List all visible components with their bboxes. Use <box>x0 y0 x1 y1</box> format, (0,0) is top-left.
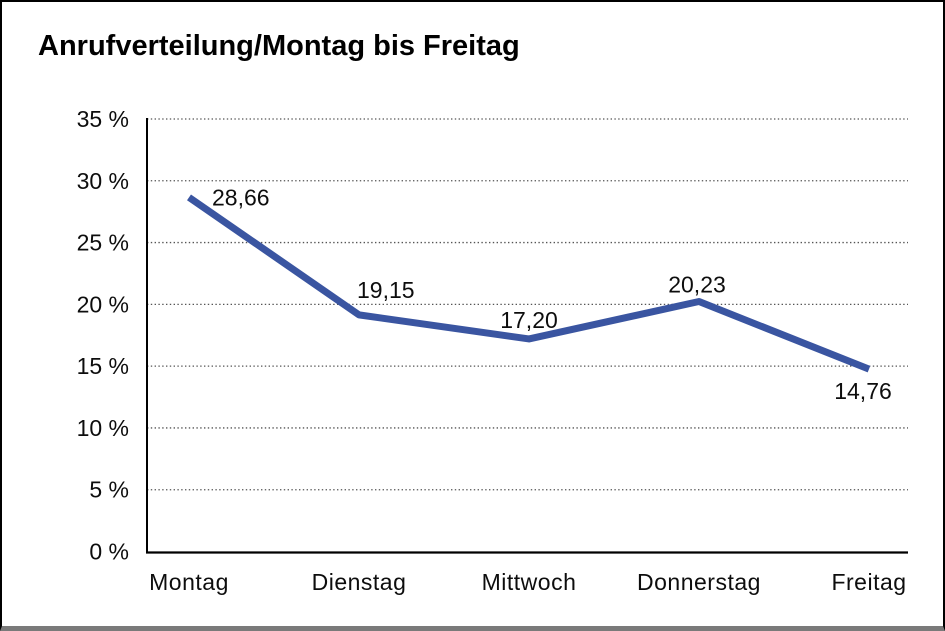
y-tick-label: 35 % <box>77 106 129 132</box>
y-tick-label: 15 % <box>77 353 129 379</box>
data-value-label: 28,66 <box>212 184 270 210</box>
y-tick-label: 30 % <box>77 168 129 194</box>
chart-title: Anrufverteilung/Montag bis Freitag <box>38 30 520 62</box>
data-value-label: 17,20 <box>500 307 558 333</box>
x-category-label: Mittwoch <box>482 569 577 595</box>
y-tick-label: 25 % <box>77 230 129 256</box>
x-category-label: Freitag <box>831 569 906 595</box>
data-value-label: 20,23 <box>668 272 726 298</box>
x-category-label: Donnerstag <box>637 569 761 595</box>
data-value-label: 19,15 <box>357 277 415 303</box>
series-line <box>187 194 871 373</box>
y-tick-label: 0 % <box>89 539 129 565</box>
data-value-label: 14,76 <box>834 378 892 404</box>
x-category-label: Dienstag <box>312 569 407 595</box>
x-category-label: Montag <box>149 569 229 595</box>
y-tick-label: 5 % <box>89 477 129 503</box>
y-tick-label: 10 % <box>77 415 129 441</box>
y-tick-label: 20 % <box>77 291 129 317</box>
